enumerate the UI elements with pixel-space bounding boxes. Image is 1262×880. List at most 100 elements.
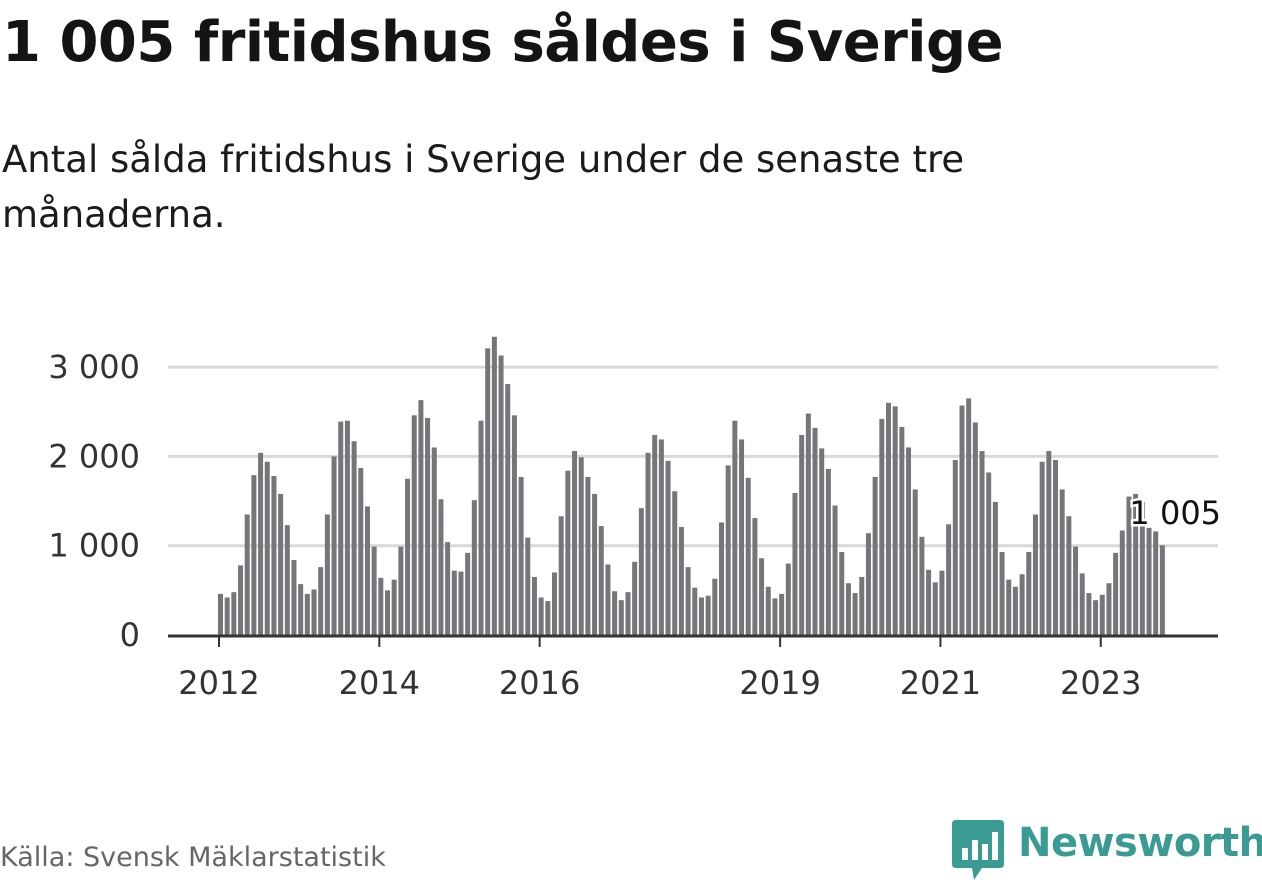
bar	[852, 593, 858, 635]
bar	[705, 595, 711, 635]
bar	[845, 583, 851, 635]
bar	[865, 533, 871, 635]
bar	[298, 584, 304, 635]
x-tick-label: 2016	[499, 664, 580, 702]
bar	[224, 597, 230, 635]
bar	[545, 601, 551, 635]
bar	[859, 576, 865, 635]
bar	[792, 493, 798, 635]
bar	[485, 348, 491, 635]
bar	[311, 589, 317, 635]
bar	[779, 593, 785, 635]
bar	[1113, 552, 1119, 635]
bar	[411, 415, 417, 635]
bar	[658, 439, 664, 635]
bar	[572, 451, 578, 635]
bar	[939, 570, 945, 635]
bar	[304, 593, 310, 635]
bar	[284, 525, 290, 635]
bar	[832, 505, 838, 635]
bar	[238, 565, 244, 635]
bar	[218, 593, 223, 635]
bars	[218, 336, 1165, 635]
bar	[364, 506, 370, 635]
bar	[899, 426, 905, 635]
bar	[1046, 451, 1052, 635]
bar	[678, 526, 684, 635]
bar	[732, 420, 738, 635]
bar	[1106, 583, 1112, 635]
bar	[839, 551, 845, 635]
bar	[231, 592, 237, 635]
bar	[438, 499, 444, 635]
bar	[538, 597, 544, 635]
bar	[926, 569, 932, 635]
bar	[698, 597, 704, 635]
bar	[458, 571, 464, 635]
y-tick-label: 0	[120, 616, 140, 654]
bar	[251, 475, 257, 635]
bar	[491, 336, 497, 635]
bar	[959, 405, 965, 635]
bar	[752, 518, 758, 635]
bar	[906, 447, 912, 635]
brand-logo[interactable]: Newsworthy	[950, 818, 1262, 880]
bar	[391, 579, 397, 635]
bar	[578, 457, 584, 635]
bar	[1019, 574, 1025, 635]
bar	[618, 600, 624, 635]
bar	[385, 590, 390, 635]
bar-chart-pin-icon	[952, 820, 1004, 880]
bar	[405, 478, 411, 635]
bar	[652, 434, 658, 635]
bar	[719, 522, 724, 635]
highlight-value-label: 1 005	[1129, 494, 1221, 532]
bar	[565, 470, 571, 635]
bar	[398, 546, 404, 635]
bar	[765, 586, 771, 635]
bar	[278, 493, 284, 635]
bar	[1012, 586, 1018, 635]
bar	[271, 476, 277, 635]
bar	[585, 476, 591, 635]
bar	[1146, 527, 1152, 635]
bar	[1099, 594, 1105, 635]
bar	[819, 448, 825, 635]
bar	[291, 559, 297, 635]
bar	[672, 491, 678, 635]
y-tick-label: 1 000	[48, 527, 140, 565]
bar	[665, 460, 671, 635]
bar	[612, 591, 618, 635]
bar	[1039, 461, 1045, 635]
bar	[992, 501, 998, 635]
bar	[725, 465, 731, 635]
page-subtitle: Antal sålda fritidshus i Sverige under d…	[2, 138, 965, 236]
bar	[972, 422, 978, 635]
bar	[552, 572, 557, 635]
bar	[886, 402, 891, 635]
bar	[772, 598, 778, 635]
bar	[739, 439, 745, 635]
bar	[451, 570, 457, 635]
bar	[378, 577, 384, 635]
x-tick-label: 2023	[1060, 664, 1141, 702]
bar	[358, 468, 364, 635]
bar	[605, 564, 611, 635]
x-ticks: 2012 2014 2016 2019 2021 2023	[178, 636, 1141, 702]
bar	[872, 476, 878, 635]
bar	[331, 456, 337, 635]
bar	[1026, 551, 1032, 635]
bar	[879, 418, 885, 635]
brand-name: Newsworthy	[1018, 820, 1262, 866]
bar	[531, 576, 537, 635]
page-title: 1 005 fritidshus såldes i Sverige	[2, 10, 1004, 75]
bar	[478, 420, 484, 635]
bar	[692, 587, 698, 635]
bar	[1032, 514, 1038, 635]
bar	[344, 420, 350, 635]
bar	[785, 563, 791, 635]
bar	[745, 477, 751, 635]
bar	[431, 447, 437, 635]
bar	[1133, 493, 1139, 635]
